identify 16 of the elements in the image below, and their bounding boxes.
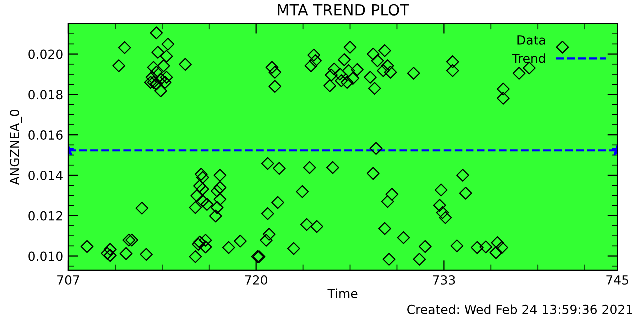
y-axis-title: ANGZNEA_0 <box>10 110 22 186</box>
y-tick-label: 0.016 <box>28 130 63 140</box>
legend-label: Trend <box>512 54 546 64</box>
x-tick-label: 745 <box>606 276 628 285</box>
y-tick-label: 0.012 <box>28 211 62 221</box>
x-tick-label: 733 <box>433 275 456 285</box>
x-tick-label: 707 <box>58 275 80 285</box>
y-tick-label: 0.020 <box>28 50 63 60</box>
x-tick-label: 720 <box>245 275 268 285</box>
y-tick-label: 0.018 <box>28 90 63 100</box>
series-label: Data <box>518 36 546 45</box>
chart-title: MTA TREND PLOT <box>278 4 410 16</box>
x-axis-title: Time <box>328 288 358 298</box>
y-tick-label: 0.014 <box>28 170 63 180</box>
text: Created: Wed Feb 24 13:59:36 2021 <box>408 304 632 314</box>
y-tick-label: 0.010 <box>28 252 63 262</box>
